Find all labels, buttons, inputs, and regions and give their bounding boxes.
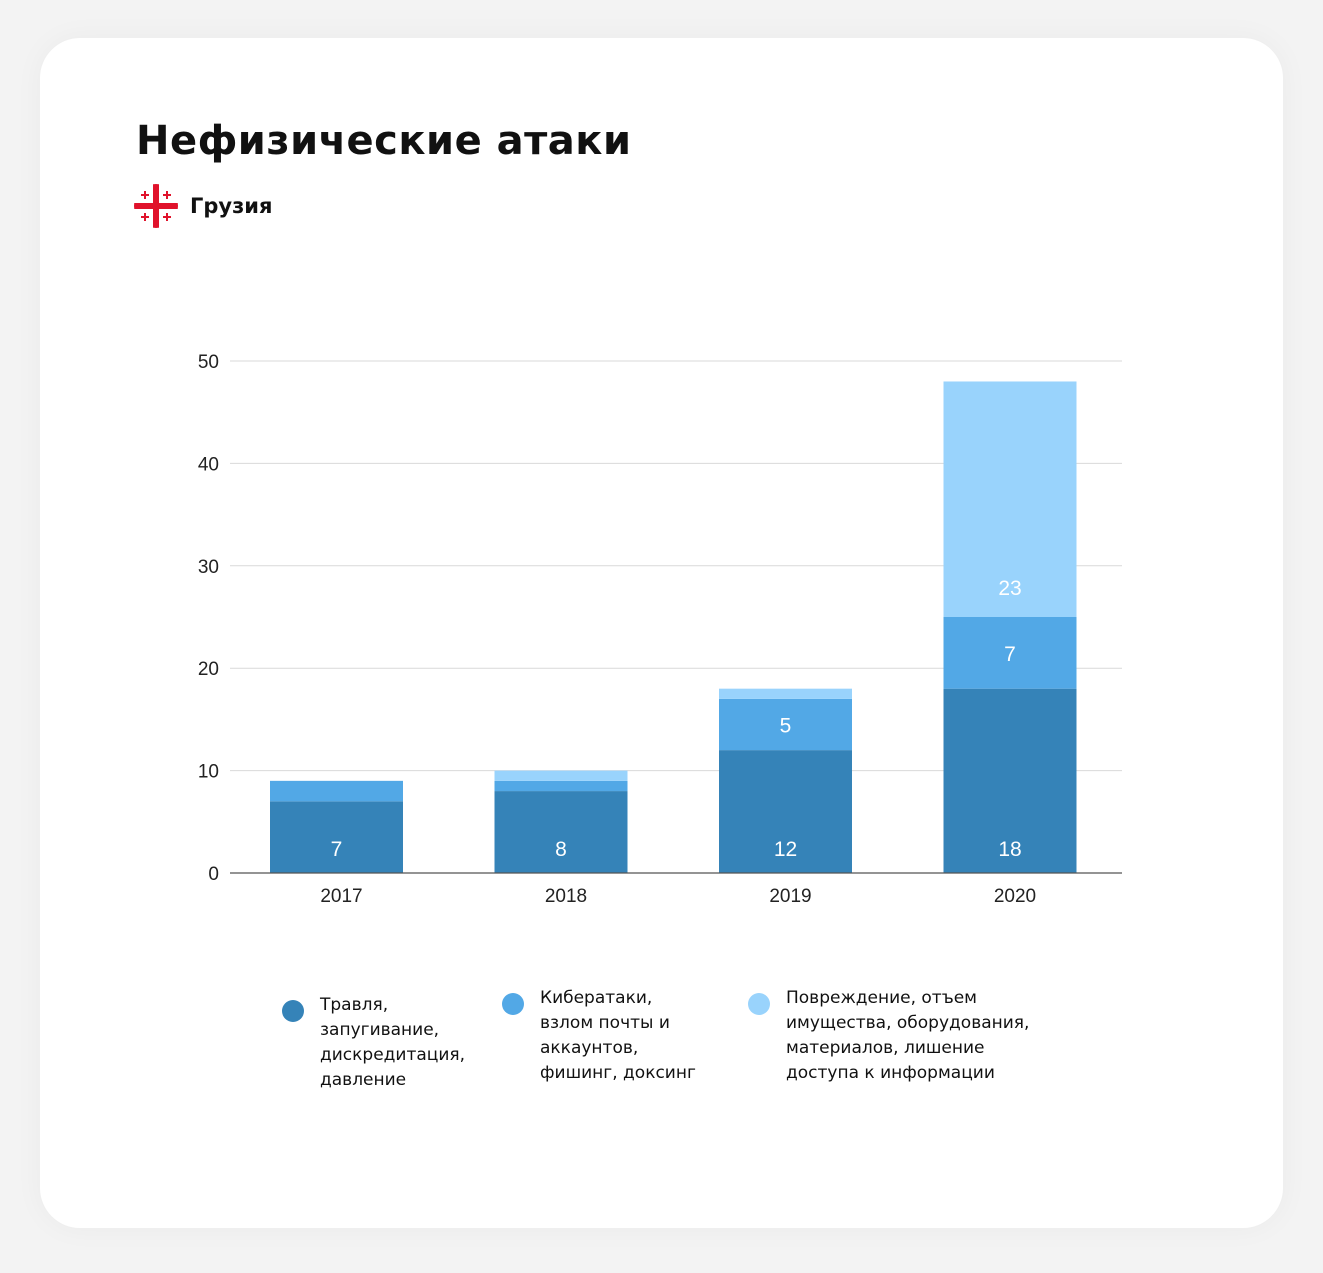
country-name: Грузия	[190, 194, 273, 218]
georgia-flag-icon	[134, 184, 178, 228]
data-label-2019-series-2: 5	[780, 715, 792, 738]
legend-item-property-damage: Повреждение, отъем имущества, оборудован…	[748, 988, 1029, 1086]
bar-2020-series-1	[943, 688, 1077, 873]
legend-swatch-harassment	[282, 1000, 304, 1022]
bar-2020-series-3	[943, 381, 1077, 617]
country-row: Грузия	[134, 184, 273, 228]
x-tick-label-2017: 2017	[320, 886, 362, 907]
legend-label-harassment: Травля, запугивание, дискредитация, давл…	[320, 995, 466, 1090]
y-tick-label-20: 20	[198, 659, 219, 680]
bar-2020-series-2	[943, 617, 1077, 689]
data-label-2020-series-2: 7	[1004, 643, 1016, 666]
y-tick-label-40: 40	[198, 454, 219, 475]
y-tick-label-30: 30	[198, 557, 219, 578]
bar-2019-series-3	[719, 688, 852, 699]
y-tick-label-0: 0	[208, 864, 219, 885]
bar-2018-series-3	[494, 770, 628, 781]
bar-2018-series-1	[494, 791, 628, 873]
data-label-2020-series-1: 18	[998, 838, 1021, 861]
legend-swatch-property-damage	[748, 993, 770, 1015]
page-title: Нефизические атаки	[136, 118, 632, 164]
y-tick-label-50: 50	[198, 352, 219, 373]
data-label-2017-series-1: 7	[331, 838, 343, 861]
bar-2017-series-1	[270, 801, 403, 873]
legend-swatch-cyberattacks	[502, 993, 524, 1015]
legend-label-cyberattacks: Кибератаки, взлом почты и аккаунтов, фиш…	[540, 988, 696, 1083]
bar-2019-series-2	[719, 698, 852, 751]
data-label-2019-series-1: 12	[774, 838, 797, 861]
legend-item-harassment: Травля, запугивание, дискредитация, давл…	[282, 995, 465, 1093]
data-label-2018-series-1: 8	[555, 838, 567, 861]
x-tick-label-2020: 2020	[994, 886, 1036, 907]
x-tick-label-2018: 2018	[545, 886, 587, 907]
y-tick-label-10: 10	[198, 762, 219, 783]
bar-2018-series-2	[494, 780, 628, 792]
data-label-2020-series-3: 23	[998, 577, 1021, 600]
x-tick-label-2019: 2019	[769, 886, 811, 907]
legend-item-cyberattacks: Кибератаки, взлом почты и аккаунтов, фиш…	[502, 988, 696, 1086]
legend-label-property-damage: Повреждение, отъем имущества, оборудован…	[786, 988, 1030, 1083]
bar-2019-series-1	[719, 750, 852, 873]
bar-2017-series-2	[270, 780, 403, 802]
